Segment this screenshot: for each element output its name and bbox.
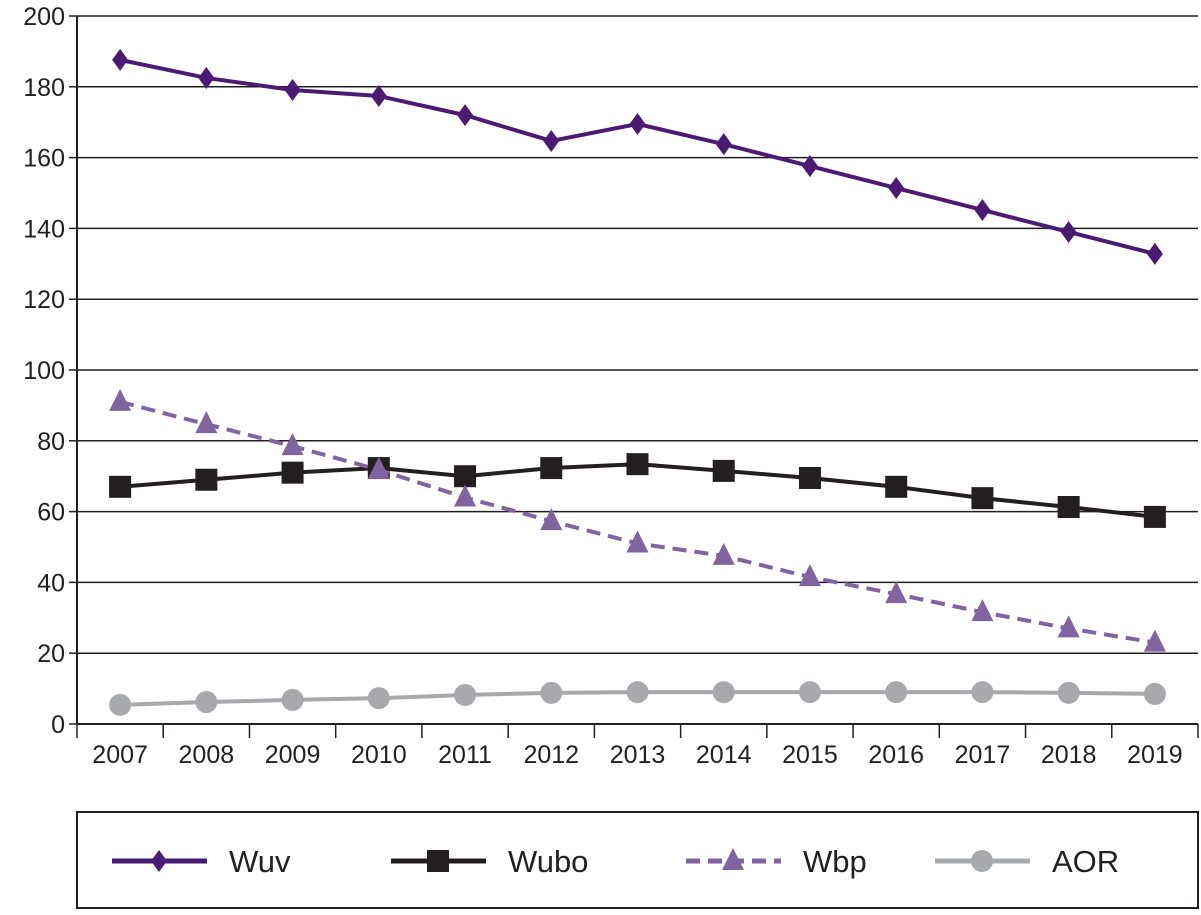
legend-label: AOR: [1052, 844, 1119, 879]
legend-marker: [722, 848, 744, 870]
data-point: [198, 66, 215, 89]
series-layer: [109, 48, 1166, 716]
x-axis: 2007 2008 2009 2010 2011 2012 2013 2014 2015 2016…: [76, 16, 1199, 769]
data-point: [971, 681, 994, 704]
x-tick-label: 2013: [610, 741, 666, 769]
legend-box: [76, 811, 1199, 909]
data-point: [370, 85, 387, 108]
data-point: [1143, 682, 1166, 705]
data-point: [1057, 495, 1080, 518]
data-point: [1057, 681, 1080, 704]
x-tick-label: 2018: [1041, 741, 1097, 769]
legend-marker: [151, 850, 167, 872]
legend-marker: [971, 850, 993, 872]
data-point: [195, 691, 218, 714]
data-point: [195, 411, 218, 434]
data-point: [801, 155, 818, 178]
y-tick-label: 60: [37, 499, 65, 527]
legend-item-wubo: Wubo: [391, 844, 588, 879]
y-tick-label: 0: [51, 711, 65, 739]
data-point: [109, 475, 132, 498]
data-point: [629, 112, 646, 135]
data-point: [626, 530, 649, 553]
data-point: [367, 687, 390, 710]
y-tick-label: 20: [37, 640, 65, 668]
gridlines: [77, 15, 1198, 654]
data-point: [195, 468, 218, 491]
y-tick-label: 120: [23, 286, 65, 314]
series-line-wbp: [119, 399, 1156, 645]
data-point: [1146, 242, 1163, 265]
y-tick-label: 200: [23, 3, 65, 31]
legend-label: Wuv: [229, 844, 291, 879]
data-point: [281, 433, 304, 456]
data-point: [712, 459, 735, 482]
data-point: [626, 681, 649, 704]
x-tick-label: 2019: [1127, 741, 1183, 769]
data-point: [971, 487, 994, 510]
data-point: [540, 508, 563, 531]
series-wuv: [112, 48, 1163, 265]
y-tick-label: 40: [37, 569, 65, 597]
x-tick-label: 2010: [351, 741, 407, 769]
data-point: [454, 484, 477, 507]
data-point: [798, 681, 821, 704]
legend-marker: [427, 850, 449, 872]
x-tick-label: 2007: [92, 741, 148, 769]
data-point: [712, 681, 735, 704]
data-point: [885, 681, 908, 704]
x-tick-label: 2017: [955, 741, 1011, 769]
data-point: [540, 681, 563, 704]
data-point: [885, 581, 908, 604]
y-axis-ticks: 0 20 40 60 80 100 120 140 160 180 200: [23, 3, 77, 739]
data-point: [543, 129, 560, 152]
y-tick-label: 100: [23, 357, 65, 385]
y-tick-label: 80: [37, 428, 65, 456]
data-point: [457, 104, 474, 127]
legend-item-wuv: Wuv: [112, 844, 291, 879]
data-point: [971, 599, 994, 622]
y-tick-label: 180: [23, 74, 65, 102]
data-point: [1143, 629, 1166, 652]
data-point: [454, 465, 477, 488]
x-tick-label: 2014: [696, 741, 752, 769]
data-point: [454, 683, 477, 706]
data-point: [798, 466, 821, 489]
x-tick-label: 2011: [438, 741, 492, 769]
legend-item-aor: AOR: [935, 844, 1119, 879]
legend: Wuv Wubo Wbp AOR: [76, 811, 1199, 909]
series-wbp: [109, 388, 1166, 652]
data-point: [1060, 220, 1077, 243]
legend-item-wbp: Wbp: [686, 844, 867, 879]
data-point: [109, 693, 132, 716]
data-point: [112, 48, 129, 71]
x-tick-label: 2009: [265, 741, 321, 769]
data-point: [974, 198, 991, 221]
legend-label: Wbp: [803, 844, 867, 879]
data-point: [367, 456, 390, 479]
data-point: [798, 564, 821, 587]
data-point: [540, 457, 563, 480]
x-tick-label: 2008: [179, 741, 235, 769]
data-point: [1143, 505, 1166, 528]
data-point: [284, 78, 301, 101]
data-point: [281, 688, 304, 711]
data-point: [888, 177, 905, 200]
data-point: [712, 542, 735, 565]
x-tick-label: 2012: [523, 741, 579, 769]
x-tick-label: 2016: [868, 741, 924, 769]
series-wubo: [109, 453, 1166, 528]
y-tick-label: 160: [23, 145, 65, 173]
x-tick-label: 2015: [782, 741, 838, 769]
data-point: [281, 461, 304, 484]
y-tick-label: 140: [23, 215, 65, 243]
data-point: [109, 388, 132, 411]
legend-label: Wubo: [508, 844, 588, 879]
data-point: [715, 133, 732, 156]
series-aor: [109, 681, 1166, 716]
data-point: [626, 453, 649, 476]
data-point: [885, 475, 908, 498]
data-point: [1057, 615, 1080, 638]
